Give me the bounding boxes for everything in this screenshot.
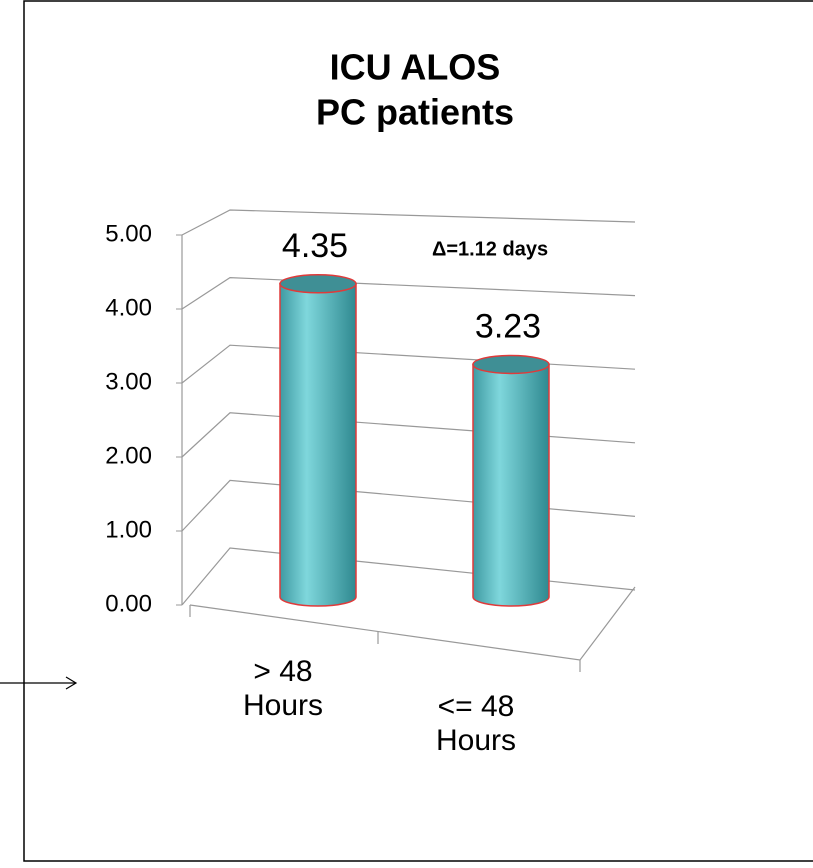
y-tick-label: 0.00 — [105, 590, 152, 617]
bar — [279, 283, 357, 607]
frame — [23, 0, 813, 862]
y-tick-label: 3.00 — [105, 368, 152, 395]
y-tick-label: 1.00 — [105, 516, 152, 543]
value-label: 3.23 — [475, 307, 541, 345]
grid-line — [181, 209, 636, 236]
grid-line — [181, 344, 636, 384]
grid-line — [181, 412, 636, 458]
grid-line — [181, 479, 636, 532]
y-tick-label: 4.00 — [105, 294, 152, 321]
chart-title: ICU ALOS — [330, 47, 501, 88]
annotation: Δ=1.12 days — [432, 238, 548, 260]
bar — [472, 363, 550, 607]
arrow-head — [65, 676, 78, 690]
chart-title: PC patients — [316, 92, 514, 133]
x-tick-label: <= 48 Hours — [435, 690, 517, 757]
y-tick-label: 5.00 — [105, 220, 152, 247]
bar-top — [472, 354, 550, 375]
value-label: 4.35 — [282, 227, 348, 265]
y-tick-label: 2.00 — [105, 442, 152, 469]
bar-top — [279, 274, 357, 294]
floor-edge — [189, 586, 636, 661]
grid-line — [181, 276, 636, 310]
x-tick-label: > 48 Hours — [242, 655, 324, 722]
grid-line — [181, 547, 636, 606]
